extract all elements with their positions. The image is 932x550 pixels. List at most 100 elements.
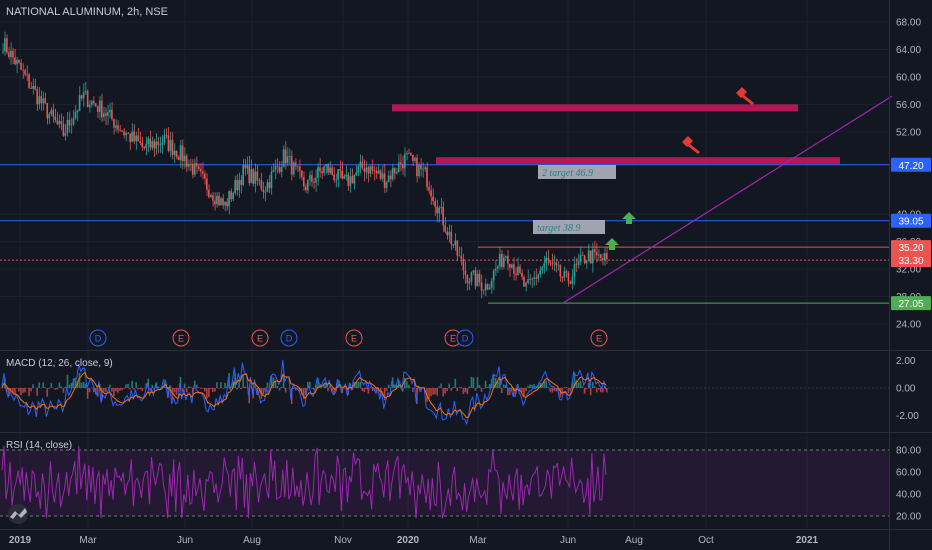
macd-histogram-bar <box>266 382 269 388</box>
candle-body <box>84 91 87 93</box>
tradingview-logo[interactable] <box>8 504 28 524</box>
candle-body <box>569 281 572 284</box>
price-label[interactable]: 27.05 <box>891 296 931 311</box>
macd-histogram-bar <box>595 388 598 393</box>
macd-histogram-bar <box>50 383 53 388</box>
candle-body <box>498 254 501 267</box>
price-tick-label: 68.00 <box>896 18 921 29</box>
candle-body <box>545 257 547 264</box>
event-marker-dividend[interactable]: D <box>280 329 298 347</box>
candle-body <box>573 264 576 277</box>
macd-histogram-bar <box>163 381 166 388</box>
candle-body <box>201 171 204 174</box>
event-marker-earnings[interactable]: E <box>590 329 608 347</box>
candle-body <box>502 257 505 267</box>
candle-body <box>329 167 331 173</box>
candle-body <box>288 155 291 157</box>
macd-histogram-bar <box>359 381 362 388</box>
macd-histogram-bar <box>28 388 30 397</box>
candle-body <box>286 156 289 164</box>
event-marker-earnings[interactable]: E <box>251 329 269 347</box>
price-label[interactable]: 47.20 <box>891 157 931 172</box>
time-axis[interactable]: 2019 Mar Jun Aug Nov 2020 Mar Jun Aug Oct 2021 <box>9 535 819 546</box>
candle-body <box>214 200 216 205</box>
macd-histogram-bar <box>561 388 564 395</box>
macd-histogram-bar <box>474 388 477 391</box>
candle-body <box>90 101 93 105</box>
macd-histogram-bar <box>232 381 234 388</box>
candle-body <box>258 180 261 182</box>
macd-histogram-bar <box>446 388 449 392</box>
ascending-trendline[interactable] <box>562 95 893 304</box>
candle-body <box>137 135 139 142</box>
candle-body <box>315 177 317 183</box>
candle-body <box>500 254 503 267</box>
rsi-label: RSI (14, close) <box>6 440 72 451</box>
price-label[interactable]: 39.05 <box>891 213 931 228</box>
candle-body <box>537 274 539 279</box>
time-tick-label: Nov <box>334 535 352 546</box>
macd-histogram-bar <box>36 388 38 396</box>
candle-body <box>262 189 265 193</box>
candle-body <box>519 266 521 273</box>
macd-histogram-bar <box>525 388 527 392</box>
macd-histogram-bar <box>68 384 71 388</box>
candle-body <box>515 273 517 275</box>
candle-body <box>492 270 495 281</box>
candle-body <box>452 244 455 246</box>
candle-body <box>511 264 513 268</box>
symbol-title: NATIONAL ALUMINUM, 2h, NSE <box>6 6 168 18</box>
macd-histogram-bar <box>476 377 479 388</box>
candle-body <box>444 225 446 232</box>
candle-body <box>92 101 95 104</box>
macd-histogram-bar <box>523 388 525 398</box>
candle-body <box>173 150 176 155</box>
event-marker-dividend[interactable]: D <box>456 329 474 347</box>
macd-histogram-bar <box>371 388 374 391</box>
candle-body <box>549 260 552 263</box>
macd-histogram-bar <box>403 377 406 388</box>
macd-histogram-bar <box>555 388 558 392</box>
macd-histogram-bar <box>549 388 552 392</box>
candle-body <box>359 161 362 167</box>
logo-mark <box>10 508 27 519</box>
candle-body <box>282 149 285 168</box>
event-marker-dividend[interactable]: D <box>89 329 107 347</box>
price-label[interactable]: 33.30 <box>891 253 931 268</box>
macd-histogram-bar <box>210 388 212 390</box>
macd-line <box>1 359 607 426</box>
candle-body <box>280 167 283 172</box>
candle-body <box>30 87 32 89</box>
event-marker-earnings[interactable]: E <box>345 329 363 347</box>
macd-histogram-bar <box>204 388 206 392</box>
candle-body <box>199 168 202 172</box>
candle-body <box>113 119 115 128</box>
candle-body <box>16 59 18 65</box>
candle-body <box>373 170 376 172</box>
candle-body <box>22 69 24 71</box>
rsi-tick-label: 40.00 <box>896 490 921 501</box>
macd-histogram-bar <box>605 388 608 393</box>
macd-histogram-bar <box>121 388 123 391</box>
price-label[interactable]: 35.20 <box>891 240 931 255</box>
macd-histogram-bar <box>54 388 57 390</box>
candle-body <box>567 272 570 282</box>
candle-body <box>353 175 356 184</box>
candle-body <box>183 155 186 162</box>
candle-body <box>551 262 554 264</box>
candle-body <box>363 168 366 172</box>
candle-body <box>250 169 253 184</box>
macd-histogram-bar <box>363 388 366 393</box>
candle-body <box>575 264 578 266</box>
macd-histogram-bar <box>44 387 47 388</box>
macd-histogram-bar <box>185 388 188 393</box>
candle-body <box>58 121 61 125</box>
candle-body <box>456 240 459 256</box>
candle-body <box>341 170 343 179</box>
candle-body <box>488 287 491 290</box>
macd-histogram-bar <box>517 384 519 388</box>
event-marker-earnings[interactable]: E <box>172 329 190 347</box>
macd-histogram-bar <box>486 386 489 388</box>
macd-histogram-bar <box>553 388 556 391</box>
